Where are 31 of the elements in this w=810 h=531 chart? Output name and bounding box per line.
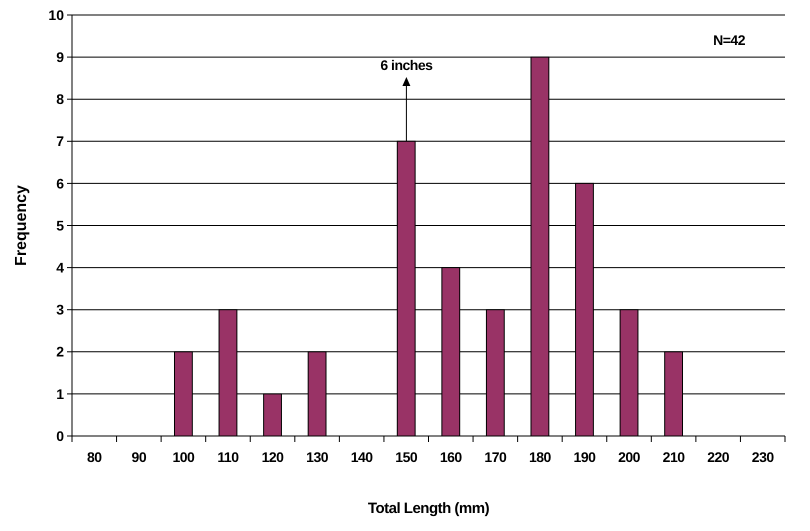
x-tick-label: 90 bbox=[132, 449, 147, 465]
y-tick-label: 4 bbox=[56, 260, 64, 276]
annotation: 6 inches bbox=[380, 57, 434, 73]
x-axis-title: Total Length (mm) bbox=[368, 500, 490, 517]
y-tick-label: 3 bbox=[56, 302, 64, 318]
y-axis-title: Frequency bbox=[13, 184, 30, 266]
x-tick-label: 210 bbox=[662, 449, 686, 465]
x-tick-label: 100 bbox=[172, 449, 196, 465]
x-tick-label: 120 bbox=[262, 449, 284, 465]
x-tick-label: 150 bbox=[395, 449, 418, 465]
x-tick-label: 230 bbox=[752, 449, 774, 465]
y-tick-label: 1 bbox=[56, 386, 64, 402]
x-tick-label: 130 bbox=[306, 449, 329, 465]
x-tick-label: 160 bbox=[440, 449, 462, 465]
x-tick-label: 170 bbox=[484, 449, 507, 465]
x-tick-label: 190 bbox=[574, 449, 596, 465]
y-tick-label: 10 bbox=[48, 6, 64, 23]
y-tick-label: 6 bbox=[56, 175, 64, 192]
y-tick-label: 2 bbox=[56, 344, 64, 360]
annotation: N=42 bbox=[713, 32, 746, 48]
y-tick-label: 7 bbox=[56, 133, 64, 150]
y-tick-label: 9 bbox=[56, 49, 64, 65]
x-tick-label: 110 bbox=[217, 449, 240, 465]
x-tick-label: 140 bbox=[350, 449, 374, 465]
x-tick-label: 180 bbox=[528, 449, 552, 465]
y-tick-label: 0 bbox=[56, 428, 64, 444]
y-tick-label: 5 bbox=[56, 217, 64, 234]
y-tick-label: 8 bbox=[56, 91, 64, 108]
x-tick-label: 80 bbox=[86, 449, 102, 465]
x-tick-label: 220 bbox=[707, 449, 730, 465]
x-tick-label: 200 bbox=[618, 449, 641, 465]
